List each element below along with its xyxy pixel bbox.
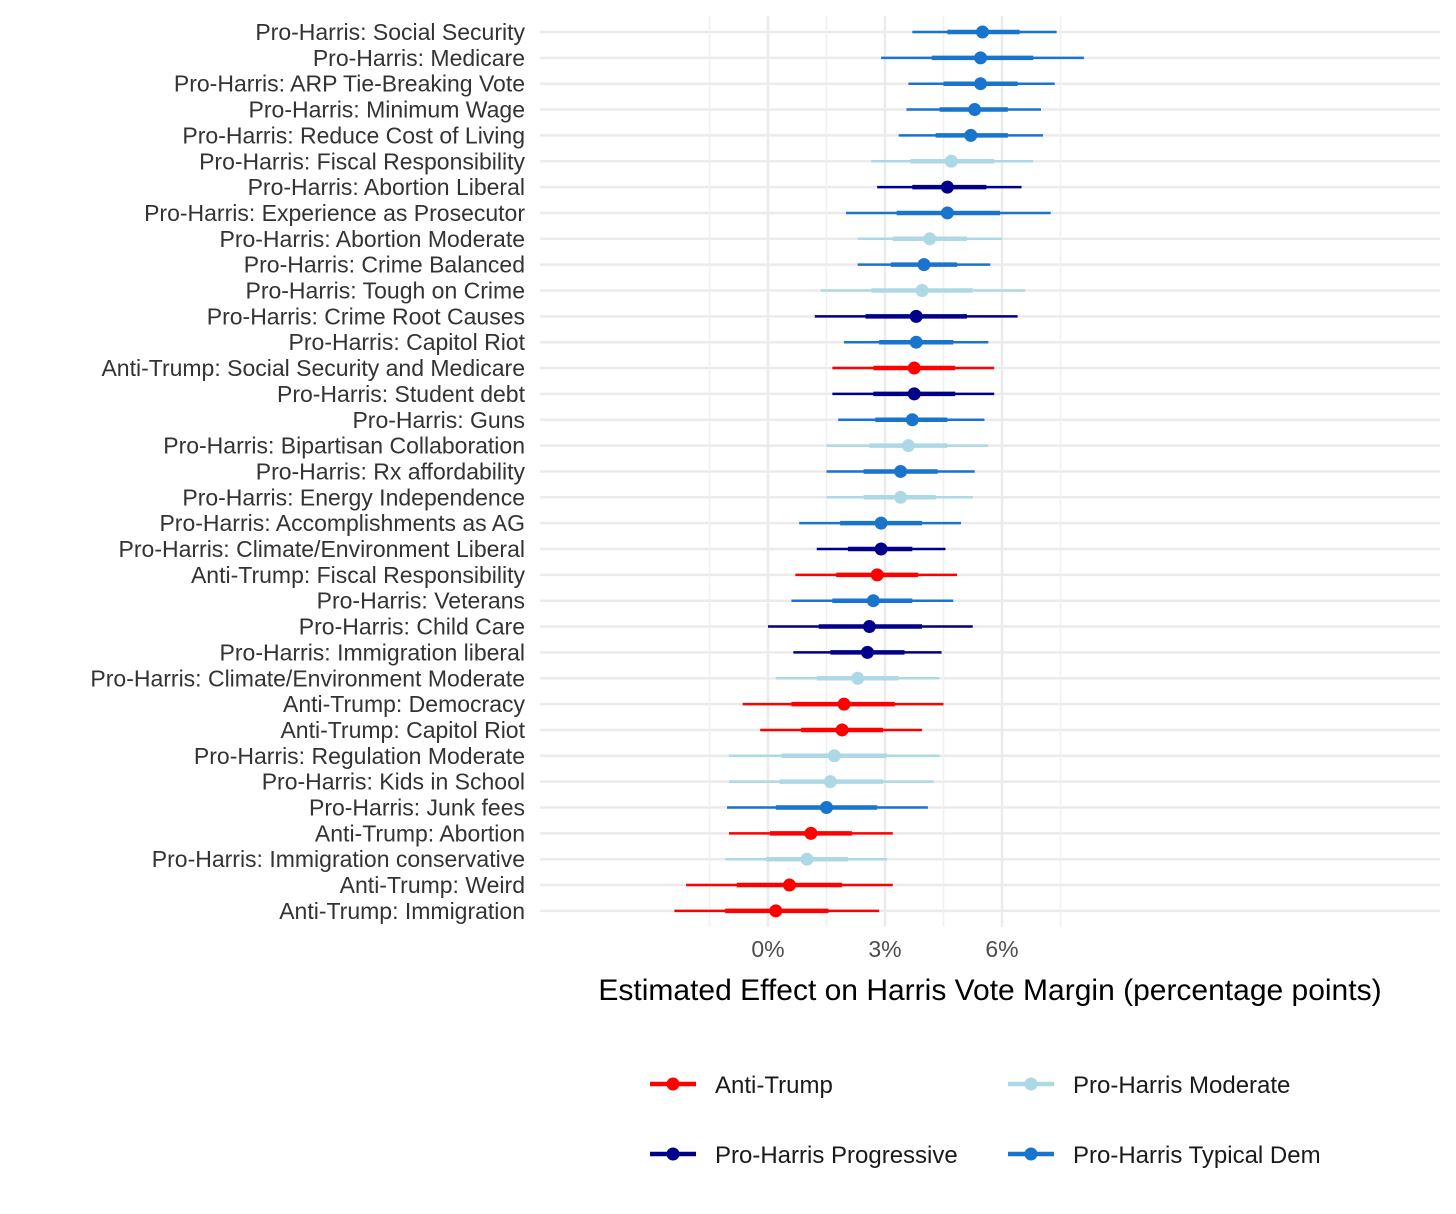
category-label: Anti-Trump: Fiscal Responsibility [191, 562, 526, 588]
point-estimate [974, 77, 988, 91]
legend-label: Pro-Harris Moderate [1073, 1072, 1290, 1099]
point-estimate [862, 620, 876, 634]
x-axis-title: Estimated Effect on Harris Vote Margin (… [598, 974, 1381, 1007]
point-estimate [909, 309, 923, 323]
point-estimate [800, 852, 814, 866]
x-tick-label: 3% [868, 936, 901, 962]
legend-key-point [1024, 1147, 1038, 1161]
legend-label: Pro-Harris Typical Dem [1073, 1142, 1321, 1169]
category-label: Pro-Harris: Immigration liberal [220, 639, 525, 665]
category-label: Pro-Harris: Climate/Environment Liberal [119, 536, 525, 562]
category-label: Pro-Harris: Minimum Wage [249, 97, 525, 123]
legend-item: Pro-Harris Typical Dem [1008, 1142, 1321, 1169]
category-label: Pro-Harris: Crime Root Causes [207, 303, 525, 329]
x-tick-label: 0% [751, 936, 784, 962]
category-label: Pro-Harris: Reduce Cost of Living [182, 122, 525, 148]
category-label: Pro-Harris: Student debt [277, 381, 526, 407]
point-estimate [940, 206, 954, 220]
category-label: Pro-Harris: Abortion Moderate [219, 226, 525, 252]
point-estimate [782, 878, 796, 892]
category-label: Pro-Harris: Bipartisan Collaboration [163, 433, 525, 459]
category-label: Pro-Harris: Regulation Moderate [194, 743, 525, 769]
point-estimate [976, 25, 989, 39]
legend-key-point [666, 1077, 680, 1091]
category-label: Pro-Harris: Social Security [255, 19, 525, 45]
point-estimate [917, 258, 931, 272]
category-label: Pro-Harris: Medicare [313, 45, 525, 71]
legend: Anti-Trump Pro-Harris Progressive Pro-Harr… [650, 1072, 1321, 1169]
category-label: Pro-Harris: Fiscal Responsibility [199, 148, 525, 174]
point-estimate [823, 775, 837, 789]
category-label: Pro-Harris: Junk fees [309, 795, 525, 821]
legend-item: Anti-Trump [650, 1072, 833, 1099]
point-estimate [915, 284, 929, 297]
point-estimate [909, 335, 923, 349]
point-estimate [894, 490, 908, 504]
category-label: Pro-Harris: Tough on Crime [245, 278, 525, 304]
category-label: Anti-Trump: Weird [340, 872, 525, 898]
point-estimate [974, 51, 988, 65]
category-label: Anti-Trump: Democracy [283, 691, 525, 717]
legend-item: Pro-Harris Progressive [650, 1142, 958, 1169]
category-label: Pro-Harris: Crime Balanced [244, 252, 525, 278]
category-label: Anti-Trump: Abortion [315, 820, 525, 846]
category-label: Pro-Harris: Energy Independence [182, 484, 525, 510]
legend-key-point [1024, 1077, 1038, 1091]
category-label: Pro-Harris: Guns [352, 407, 525, 433]
point-estimate [874, 516, 888, 530]
category-label: Pro-Harris: Rx affordability [256, 458, 526, 484]
point-estimate [769, 904, 783, 918]
point-estimate [874, 542, 888, 556]
category-label: Anti-Trump: Capitol Riot [280, 717, 525, 743]
legend-key-point [666, 1147, 680, 1161]
x-axis-ticks: 0% 3% 6% [751, 936, 1018, 962]
point-estimate [907, 387, 921, 401]
category-label: Pro-Harris: Immigration conservative [152, 846, 525, 872]
point-estimate [837, 697, 851, 711]
point-estimate [804, 826, 818, 840]
point-estimate [870, 568, 884, 582]
category-label: Anti-Trump: Immigration [279, 898, 525, 924]
category-label: Pro-Harris: Veterans [317, 588, 525, 614]
point-estimate [923, 232, 937, 246]
category-label: Pro-Harris: Child Care [299, 614, 525, 640]
point-estimate [860, 645, 874, 659]
x-tick-label: 6% [985, 936, 1018, 962]
category-label: Pro-Harris: Capitol Riot [289, 329, 526, 355]
point-estimate [827, 749, 841, 763]
point-estimate [901, 439, 915, 453]
grid-lines [540, 16, 1440, 927]
legend-item: Pro-Harris Moderate [1008, 1072, 1290, 1099]
category-label: Anti-Trump: Social Security and Medicare [101, 355, 525, 381]
point-estimate [905, 413, 919, 427]
point-estimate [940, 180, 954, 194]
category-label: Pro-Harris: Accomplishments as AG [159, 510, 525, 536]
point-estimate [820, 801, 833, 814]
category-label: Pro-Harris: Climate/Environment Moderate [90, 665, 525, 691]
point-estimate [964, 128, 978, 142]
category-label: Pro-Harris: Abortion Liberal [248, 174, 525, 200]
point-estimate [866, 594, 880, 608]
category-label: Pro-Harris: ARP Tie-Breaking Vote [174, 71, 525, 97]
point-estimate [944, 154, 958, 168]
category-label: Pro-Harris: Experience as Prosecutor [144, 200, 525, 226]
point-estimate [851, 671, 865, 685]
category-label: Pro-Harris: Kids in School [262, 769, 525, 795]
legend-label: Pro-Harris Progressive [715, 1142, 958, 1169]
point-estimate [894, 464, 908, 478]
point-estimate [907, 361, 921, 375]
legend-label: Anti-Trump [715, 1072, 833, 1099]
plot-marks [674, 25, 1084, 918]
point-estimate [835, 723, 849, 737]
point-estimate [968, 103, 982, 117]
